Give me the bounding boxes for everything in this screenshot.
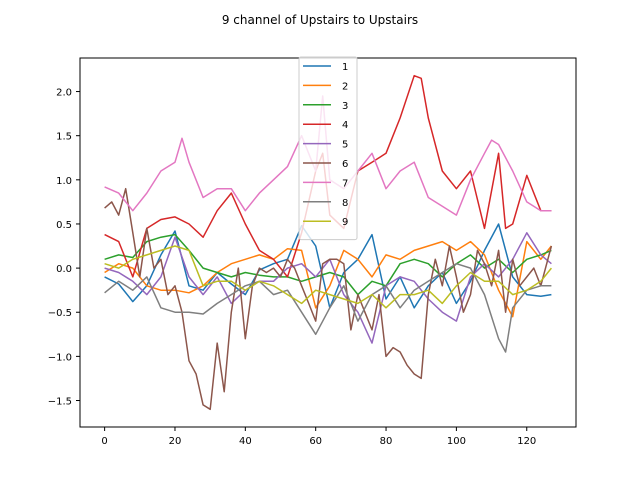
y-tick-label: 0.5 bbox=[56, 220, 72, 231]
series-lines bbox=[104, 74, 553, 411]
y-axis: −1.5 −1.0 −0.5 0.0 0.5 1.0 1.5 2.0 bbox=[48, 88, 80, 408]
legend-label-1: 1 bbox=[342, 62, 348, 73]
x-tick-label: 40 bbox=[239, 436, 252, 447]
y-tick-label: 0.0 bbox=[56, 264, 72, 275]
series-line-2 bbox=[104, 240, 552, 318]
y-tick-label: −0.5 bbox=[48, 308, 72, 319]
x-axis: 0 20 40 60 80 100 120 bbox=[101, 427, 536, 447]
x-tick-label: 0 bbox=[101, 436, 107, 447]
legend-label-7: 7 bbox=[342, 178, 348, 189]
series-line-6 bbox=[104, 187, 553, 411]
chart-title: 9 channel of Upstairs to Upstairs bbox=[222, 13, 418, 27]
legend: 1 2 3 4 5 6 7 8 9 bbox=[298, 56, 358, 241]
legend-label-2: 2 bbox=[342, 81, 348, 92]
x-tick-label: 20 bbox=[169, 436, 182, 447]
y-tick-label: 1.0 bbox=[56, 176, 72, 187]
series-line-8 bbox=[104, 262, 552, 353]
y-tick-label: −1.0 bbox=[48, 352, 72, 363]
x-tick-label: 120 bbox=[517, 436, 536, 447]
x-tick-label: 60 bbox=[309, 436, 322, 447]
legend-label-5: 5 bbox=[342, 140, 348, 151]
legend-label-8: 8 bbox=[342, 198, 348, 209]
y-tick-label: −1.5 bbox=[48, 397, 72, 408]
legend-box bbox=[298, 56, 358, 241]
legend-label-3: 3 bbox=[342, 101, 348, 112]
y-tick-label: 1.5 bbox=[56, 132, 72, 143]
x-tick-label: 80 bbox=[380, 436, 393, 447]
legend-label-6: 6 bbox=[342, 159, 348, 170]
series-line-9 bbox=[104, 245, 552, 309]
series-line-3 bbox=[104, 233, 552, 296]
legend-label-4: 4 bbox=[342, 120, 348, 131]
y-tick-label: 2.0 bbox=[56, 88, 72, 99]
x-tick-label: 100 bbox=[447, 436, 466, 447]
legend-label-9: 9 bbox=[342, 217, 348, 228]
